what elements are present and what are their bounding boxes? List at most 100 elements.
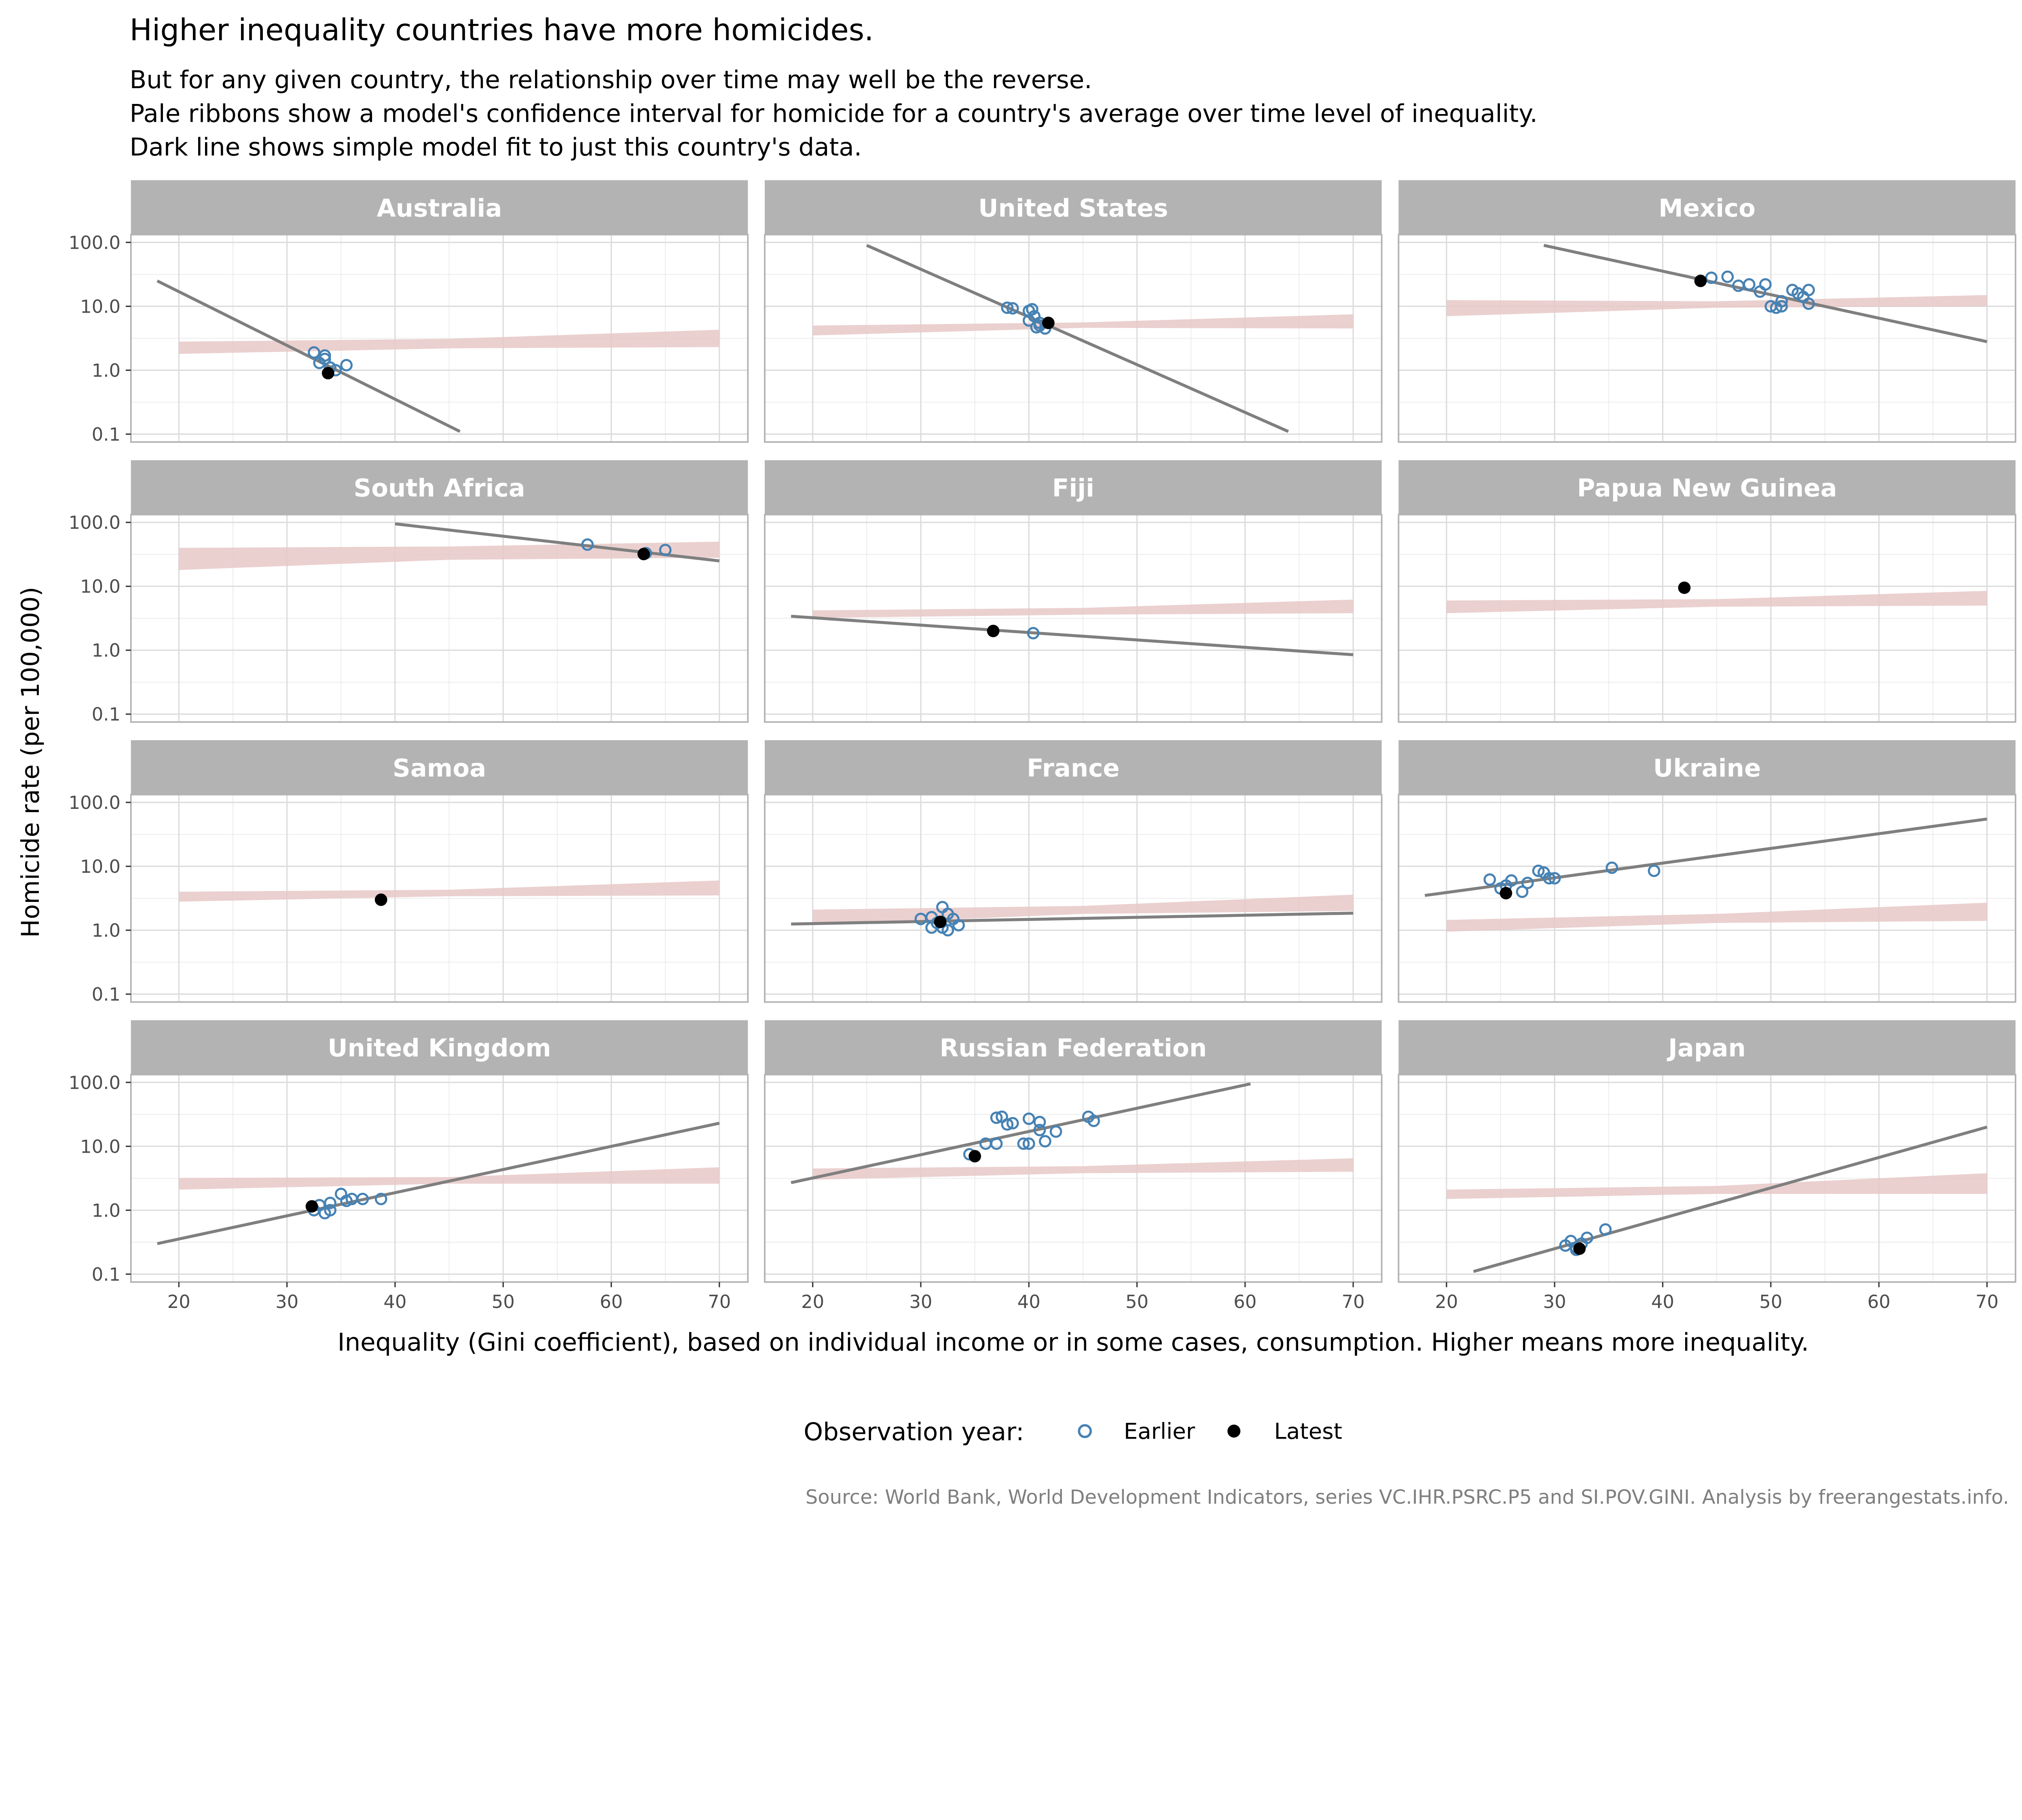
facet-strip-label: Japan: [1667, 1034, 1746, 1062]
earlier-point: [340, 359, 353, 372]
facet-strip-label: Australia: [377, 194, 502, 222]
facet-fiji: Fiji: [764, 460, 1383, 723]
panel-border: [1398, 1074, 2016, 1283]
confidence-ribbon: [812, 314, 1354, 336]
caption: Source: World Bank, World Development In…: [806, 1486, 2009, 1509]
facet-strip: [765, 460, 1382, 515]
earlier-point: [1581, 1232, 1593, 1244]
legend-latest-label: Latest: [1274, 1418, 1342, 1444]
facet-strip-label: Papua New Guinea: [1577, 474, 1837, 503]
earlier-point: [318, 1207, 331, 1219]
earlier-point: [1548, 872, 1561, 885]
facet-strip-label: United States: [978, 194, 1168, 222]
latest-point: [987, 624, 1000, 637]
facet-south-africa: South Africa 100.0 10.0 1.0 0.1: [69, 460, 749, 725]
earlier-point: [340, 1194, 353, 1207]
y-tick-label: 10.0: [80, 856, 121, 877]
facet-strip: [765, 740, 1382, 795]
facet-strip-label: Russian Federation: [940, 1034, 1207, 1062]
x-tick-label: 20: [167, 1291, 190, 1312]
country-fit-line: [791, 1082, 1251, 1184]
earlier-point: [1001, 301, 1014, 314]
earlier-point: [952, 919, 965, 931]
x-tick-label: 20: [801, 1291, 824, 1312]
facet-samoa: Samoa 100.0 10.0 1.0 0.1: [69, 740, 749, 1005]
x-tick-label: 50: [492, 1291, 515, 1312]
earlier-point: [1775, 300, 1788, 313]
y-tick-label: 0.1: [92, 704, 121, 725]
earlier-point: [990, 1111, 1003, 1124]
earlier-point: [1532, 864, 1545, 877]
x-tick-label: 20: [1435, 1291, 1458, 1312]
x-tick-label: 50: [1125, 1291, 1148, 1312]
confidence-ribbon: [179, 1167, 719, 1190]
panel-border: [764, 794, 1383, 1003]
earlier-point: [1017, 1137, 1030, 1150]
earlier-point: [324, 1196, 336, 1209]
earlier-point: [1001, 1118, 1014, 1131]
confidence-ribbon: [179, 880, 719, 902]
facet-france: France: [764, 740, 1383, 1003]
chart-subtitle-3: Dark line shows simple model fit to just…: [130, 133, 862, 162]
latest-point: [1573, 1242, 1586, 1255]
facet-strip-label: Samoa: [393, 754, 486, 783]
panel-border: [130, 1074, 749, 1283]
earlier-point: [1483, 873, 1496, 886]
x-tick-label: 50: [1759, 1291, 1782, 1312]
earlier-point: [374, 1193, 387, 1205]
earlier-point: [1743, 278, 1756, 291]
y-tick-label: 1.0: [92, 360, 121, 381]
earlier-point: [1033, 1124, 1046, 1136]
y-tick-label: 100.0: [69, 792, 121, 813]
facet-japan: Japan 20 30 40 50 60 70: [1398, 1020, 2016, 1312]
earlier-point: [1033, 1115, 1046, 1128]
facet-strip-label: France: [1027, 754, 1120, 783]
facet-ukraine: Ukraine: [1398, 740, 2016, 1003]
y-tick-label: 100.0: [69, 1072, 121, 1093]
country-fit-line: [866, 244, 1289, 433]
legend-earlier-marker: [1078, 1424, 1092, 1438]
panel-border: [1398, 234, 2016, 443]
panel-border: [1398, 794, 2016, 1003]
earlier-point: [1022, 1137, 1035, 1150]
earlier-point: [1006, 1117, 1019, 1130]
x-tick-label: 70: [1342, 1291, 1365, 1312]
x-tick-label: 40: [1651, 1291, 1674, 1312]
earlier-point: [1775, 295, 1788, 308]
latest-point: [934, 916, 947, 928]
y-tick-label: 0.1: [92, 423, 121, 445]
earlier-point: [1543, 872, 1556, 885]
confidence-ribbon: [1446, 1173, 1987, 1199]
earlier-point: [1599, 1223, 1612, 1236]
y-tick-label: 0.1: [92, 1263, 121, 1285]
chart-subtitle-2: Pale ribbons show a model's confidence i…: [130, 99, 1538, 128]
confidence-ribbon: [1446, 902, 1987, 932]
earlier-point: [1759, 278, 1772, 291]
y-tick-label: 100.0: [69, 232, 121, 253]
earlier-point: [1030, 321, 1043, 334]
earlier-point: [1027, 627, 1040, 639]
facet-papua-new-guinea: Papua New Guinea: [1398, 460, 2016, 723]
facet-strip: [131, 740, 748, 795]
facet-strip: [1398, 1020, 2016, 1075]
earlier-point: [1705, 271, 1718, 284]
chart-title: Higher inequality countries have more ho…: [130, 13, 874, 47]
panel-border: [130, 794, 749, 1003]
latest-point: [374, 893, 387, 906]
earlier-point: [990, 1137, 1003, 1150]
y-tick-label: 100.0: [69, 512, 121, 533]
facet-australia: Australia 100.0 10.0 1.0 0.1: [69, 180, 749, 445]
y-axis-label: Homicide rate (per 100,000): [16, 587, 45, 938]
earlier-point: [1026, 303, 1038, 315]
y-tick-label: 1.0: [92, 1200, 121, 1221]
country-fit-line: [791, 912, 1354, 926]
earlier-point: [1049, 1125, 1062, 1138]
earlier-point: [1516, 885, 1529, 898]
facet-strip: [131, 1020, 748, 1075]
panel-border: [1398, 514, 2016, 723]
facet-strip-label: Fiji: [1052, 474, 1094, 503]
x-tick-label: 60: [600, 1291, 623, 1312]
x-tick-label: 60: [1868, 1291, 1891, 1312]
earlier-point: [1802, 284, 1815, 296]
earlier-point: [941, 924, 954, 937]
